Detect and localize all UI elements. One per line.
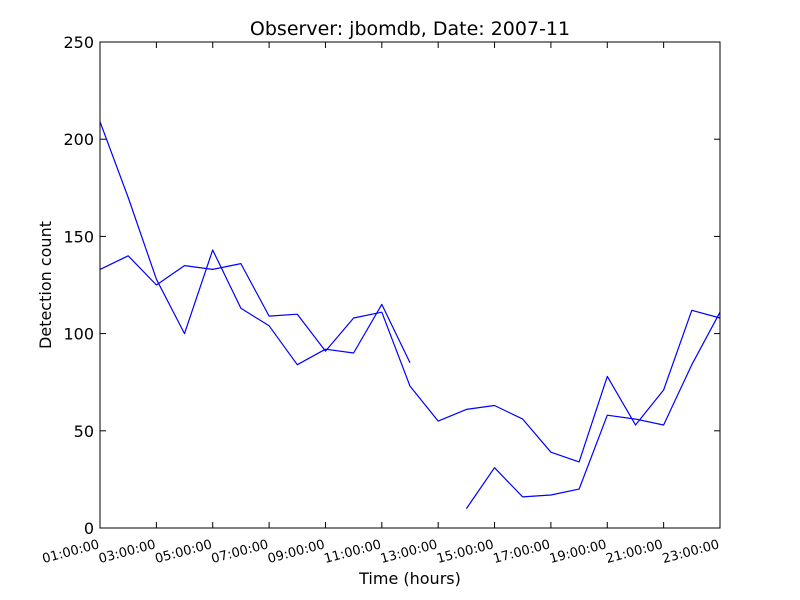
chart-title: Observer: jbomdb, Date: 2007-11 <box>250 18 570 40</box>
x-tick-label: 13:00:00 <box>379 537 439 567</box>
series-line-3 <box>465 311 721 509</box>
x-tick-label: 09:00:00 <box>266 537 326 567</box>
x-tick-label: 21:00:00 <box>604 537 664 567</box>
x-tick-label: 05:00:00 <box>153 537 213 567</box>
series-line-2 <box>99 255 721 463</box>
y-axis-label: Detection count <box>36 221 55 349</box>
x-tick-label: 15:00:00 <box>435 537 495 567</box>
y-tick-label: 150 <box>63 227 94 246</box>
y-tick-label: 100 <box>63 325 94 344</box>
series-line-1 <box>99 121 411 366</box>
x-tick-label: 03:00:00 <box>97 537 157 567</box>
x-tick-label: 19:00:00 <box>548 537 608 567</box>
x-tick-label: 17:00:00 <box>492 537 552 567</box>
y-tick-label: 200 <box>63 130 94 149</box>
y-tick-label: 50 <box>74 422 94 441</box>
y-axis: 0 50 100 150 200 250 <box>63 33 720 538</box>
series-layer <box>99 121 721 509</box>
x-tick-label: 23:00:00 <box>661 537 721 567</box>
x-tick-label: 07:00:00 <box>210 537 270 567</box>
x-tick-label: 11:00:00 <box>323 537 383 567</box>
x-tick-label: 01:00:00 <box>41 537 101 567</box>
plot-frame <box>99 41 721 529</box>
x-axis-label: Time (hours) <box>358 569 461 588</box>
x-axis: 01:00:0003:00:0005:00:0007:00:0009:00:00… <box>41 42 721 567</box>
y-tick-label: 250 <box>63 33 94 52</box>
y-tick-label: 0 <box>84 519 94 538</box>
